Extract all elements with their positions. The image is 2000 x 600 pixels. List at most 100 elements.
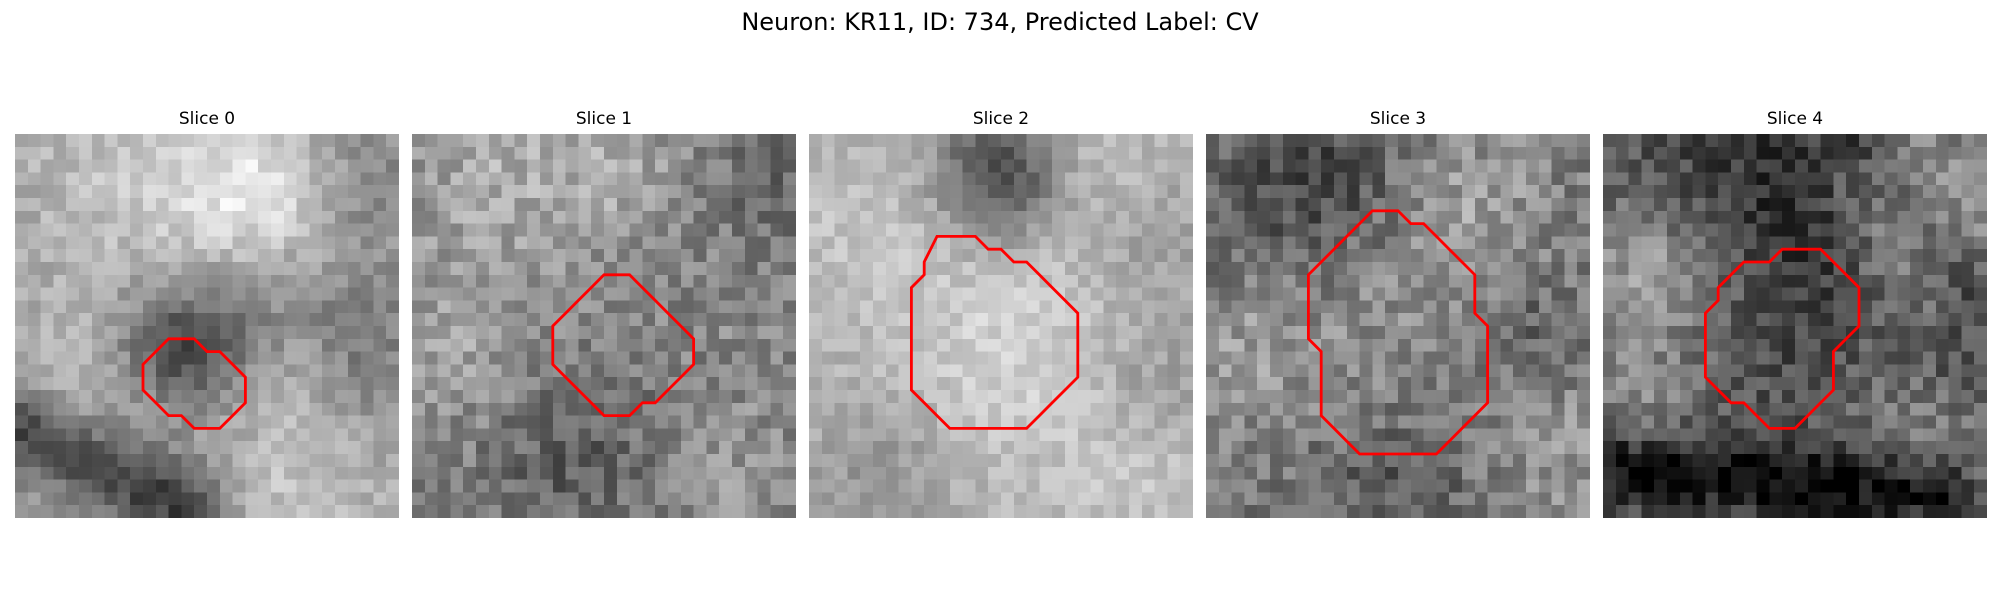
pixel: [604, 313, 618, 327]
pixel: [1654, 441, 1668, 455]
pixel: [1948, 313, 1962, 327]
pixel: [1961, 466, 1975, 480]
pixel: [591, 441, 605, 455]
pixel: [309, 236, 323, 250]
pixel: [1795, 428, 1809, 442]
pixel: [1795, 492, 1809, 506]
pixel: [1244, 236, 1258, 250]
pixel: [66, 428, 80, 442]
pixel: [1884, 326, 1898, 340]
pixel: [283, 274, 297, 288]
pixel: [335, 402, 349, 416]
pixel: [1961, 377, 1975, 391]
pixel: [706, 364, 720, 378]
pixel: [744, 223, 758, 237]
pixel: [501, 146, 515, 160]
pixel: [373, 185, 387, 199]
pixel: [1513, 134, 1527, 148]
pixel: [309, 402, 323, 416]
pixel: [1398, 134, 1412, 148]
pixel: [514, 364, 528, 378]
pixel: [1282, 172, 1296, 186]
pixel: [1257, 479, 1271, 493]
pixel: [1679, 377, 1693, 391]
pixel: [873, 223, 887, 237]
pixel: [258, 415, 272, 429]
pixel: [732, 377, 746, 391]
pixel: [1206, 505, 1220, 518]
pixel: [1871, 274, 1885, 288]
pixel: [1871, 390, 1885, 404]
pixel: [988, 402, 1002, 416]
pixel: [1013, 402, 1027, 416]
pixel: [885, 274, 899, 288]
pixel: [578, 364, 592, 378]
pixel: [283, 262, 297, 276]
pixel: [232, 274, 246, 288]
pixel: [1756, 402, 1770, 416]
pixel: [232, 159, 246, 173]
pixel: [245, 441, 259, 455]
pixel: [1743, 159, 1757, 173]
pixel: [1679, 390, 1693, 404]
pixel: [386, 236, 399, 250]
pixel: [514, 454, 528, 468]
pixel: [437, 364, 451, 378]
pixel: [347, 236, 361, 250]
pixel: [1974, 236, 1987, 250]
pixel: [1756, 236, 1770, 250]
pixel: [642, 223, 656, 237]
pixel: [1692, 492, 1706, 506]
pixel: [1743, 479, 1757, 493]
pixel: [1910, 364, 1924, 378]
pixel: [1295, 390, 1309, 404]
pixel: [1462, 326, 1476, 340]
pixel: [1807, 262, 1821, 276]
pixel: [1154, 300, 1168, 314]
pixel: [232, 134, 246, 148]
pixel: [770, 262, 784, 276]
pixel: [296, 402, 310, 416]
pixel: [988, 287, 1002, 301]
pixel: [232, 146, 246, 160]
pixel: [437, 441, 451, 455]
pixel: [1961, 428, 1975, 442]
pixel: [873, 313, 887, 327]
pixel: [552, 159, 566, 173]
pixel: [770, 287, 784, 301]
pixel: [373, 287, 387, 301]
pixel: [1065, 402, 1079, 416]
pixel: [604, 159, 618, 173]
pixel: [143, 262, 157, 276]
pixel: [873, 351, 887, 365]
pixel: [1423, 249, 1437, 263]
pixel: [1654, 390, 1668, 404]
pixel: [1385, 326, 1399, 340]
pixel: [1641, 236, 1655, 250]
pixel: [1910, 223, 1924, 237]
pixel: [1564, 402, 1578, 416]
pixel: [783, 198, 796, 212]
pixel: [155, 249, 169, 263]
pixel: [296, 262, 310, 276]
pixel: [1884, 364, 1898, 378]
pixel: [975, 313, 989, 327]
pixel: [296, 236, 310, 250]
pixel: [975, 364, 989, 378]
pixel: [1769, 466, 1783, 480]
pixel: [1846, 351, 1860, 365]
pixel: [40, 338, 54, 352]
pixel: [424, 134, 438, 148]
pixel: [1321, 326, 1335, 340]
pixel: [527, 364, 541, 378]
pixel: [1103, 338, 1117, 352]
pixel: [975, 223, 989, 237]
pixel: [360, 236, 374, 250]
pixel: [27, 415, 41, 429]
pixel: [271, 172, 285, 186]
pixel: [757, 262, 771, 276]
pixel: [1244, 287, 1258, 301]
pixel: [1218, 505, 1232, 518]
pixel: [1667, 441, 1681, 455]
pixel: [1231, 146, 1245, 160]
